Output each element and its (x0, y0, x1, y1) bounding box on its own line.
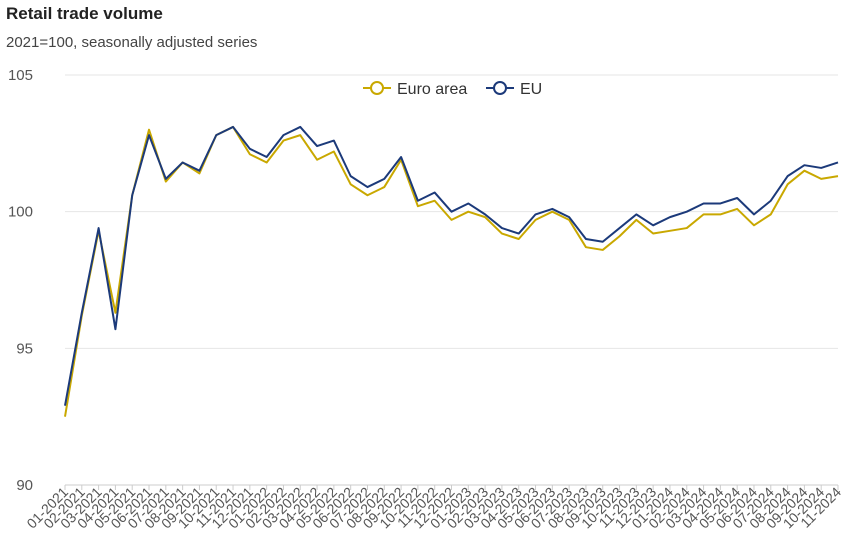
series-layer (64, 125, 839, 417)
axis-layer: 909510010501-202102-202103-202104-202105… (8, 67, 844, 531)
legend-label-euro-area: Euro area (397, 81, 467, 98)
y-tick-label-90: 90 (16, 477, 33, 494)
legend-item-euro-area[interactable]: Euro area (363, 81, 467, 98)
legend-marker-icon-euro-area (370, 81, 384, 95)
chart-title: Retail trade volume (6, 4, 163, 23)
series-line-eu (64, 125, 839, 406)
series-line-euro-area (64, 125, 839, 417)
legend-label-eu: EU (520, 81, 542, 98)
y-tick-label-105: 105 (8, 67, 33, 84)
y-tick-label-100: 100 (8, 204, 33, 221)
legend[interactable]: Euro area EU (363, 81, 542, 98)
legend-marker-icon-eu (493, 81, 507, 95)
chart-subtitle: 2021=100, seasonally adjusted series (6, 34, 258, 51)
y-tick-label-95: 95 (16, 340, 33, 357)
legend-item-eu[interactable]: EU (486, 81, 542, 98)
